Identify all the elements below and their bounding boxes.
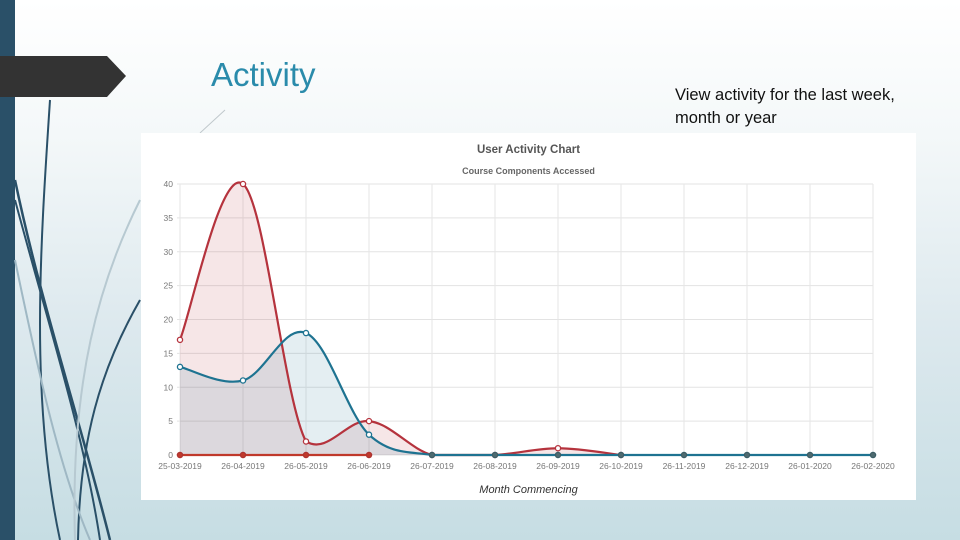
data-point <box>365 417 373 425</box>
y-tick-label: 25 <box>164 281 174 291</box>
data-point <box>554 444 562 452</box>
data-point <box>743 451 751 459</box>
y-tick-label: 10 <box>164 382 174 392</box>
data-point <box>869 451 877 459</box>
chart-title: User Activity Chart <box>476 144 581 156</box>
data-point <box>176 363 184 371</box>
y-tick-label: 0 <box>168 450 173 460</box>
data-point <box>680 451 688 459</box>
data-point <box>176 451 184 459</box>
data-point <box>302 438 310 445</box>
y-tick-label: 35 <box>164 213 174 223</box>
x-tick-label: 26-12-2019 <box>725 461 769 471</box>
sidebar-bar <box>0 0 15 540</box>
data-point <box>239 451 247 459</box>
slide-description: View activity for the last week, month o… <box>675 86 895 127</box>
data-point <box>239 377 247 384</box>
data-point <box>176 336 184 344</box>
x-tick-label: 26-11-2019 <box>663 461 706 471</box>
x-tick-label: 26-09-2019 <box>536 461 580 471</box>
x-axis-label: Month Commencing <box>479 484 578 496</box>
slide-title: Activity <box>211 56 316 93</box>
data-point <box>365 431 373 438</box>
y-tick-label: 20 <box>164 315 174 325</box>
x-tick-label: 26-06-2019 <box>347 461 391 471</box>
data-point <box>239 180 247 188</box>
data-point <box>491 451 499 459</box>
x-tick-label: 25-03-2019 <box>158 461 202 471</box>
x-tick-label: 26-07-2019 <box>410 461 454 471</box>
data-point <box>806 451 814 459</box>
x-tick-label: 26-08-2019 <box>473 461 517 471</box>
series-line <box>178 181 622 457</box>
y-tick-label: 5 <box>168 416 173 426</box>
x-tick-label: 26-02-2020 <box>851 461 895 471</box>
data-point <box>617 451 625 459</box>
y-tick-label: 15 <box>164 348 174 358</box>
x-tick-label: 26-01-2020 <box>788 461 832 471</box>
chart-subtitle: Course Components Accessed <box>462 166 595 176</box>
data-point <box>302 451 310 459</box>
chart-plot-area: 0 5 10 15 20 25 30 35 40 25-03-2019 26-04-2019 26-0… <box>158 179 895 471</box>
data-point <box>428 451 436 459</box>
data-point <box>365 451 373 459</box>
activity-chart: User Activity Chart Course Components Ac… <box>141 133 916 500</box>
x-tick-label: 26-10-2019 <box>599 461 643 471</box>
data-point <box>554 451 562 459</box>
data-point <box>302 329 310 337</box>
x-tick-label: 26-04-2019 <box>221 461 265 471</box>
series-area <box>180 182 621 455</box>
y-tick-label: 40 <box>164 179 174 189</box>
title-arrow-tab <box>0 56 126 97</box>
y-tick-label: 30 <box>164 247 174 257</box>
x-tick-label: 26-05-2019 <box>284 461 328 471</box>
